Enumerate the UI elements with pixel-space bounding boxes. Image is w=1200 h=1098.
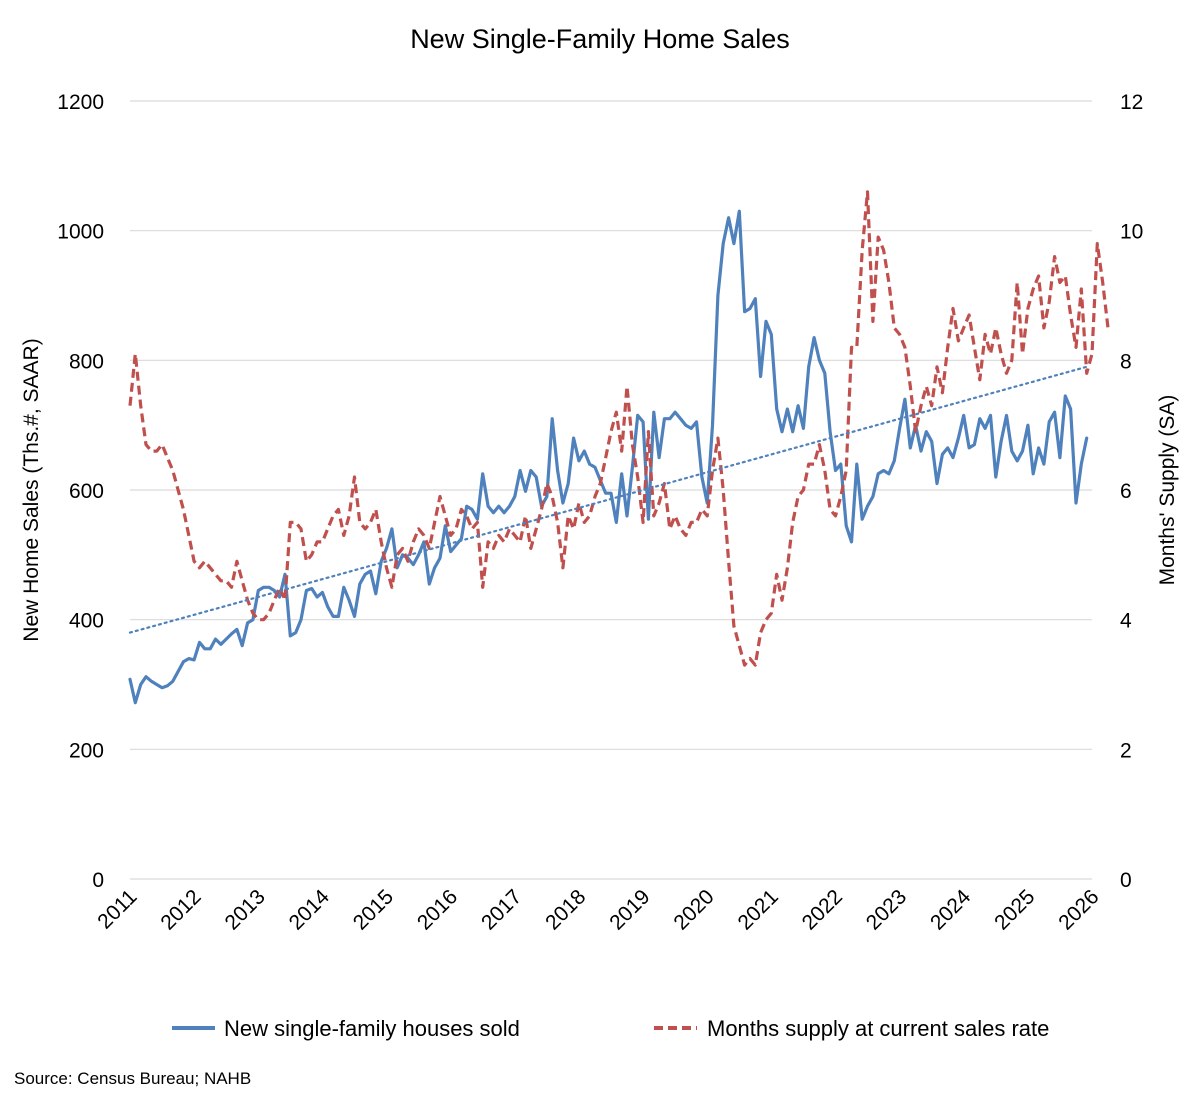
right-tick-label: 8 xyxy=(1120,350,1132,373)
right-tick-label: 2 xyxy=(1120,739,1132,762)
left-tick-label: 200 xyxy=(69,739,104,762)
left-axis-title: New Home Sales (Ths.#, SAAR) xyxy=(20,338,43,641)
left-tick-label: 400 xyxy=(69,610,104,633)
left-tick-label: 800 xyxy=(69,350,104,373)
right-tick-label: 10 xyxy=(1120,221,1143,244)
series-line-supply xyxy=(128,190,1110,667)
legend-label-supply: Months supply at current sales rate xyxy=(707,1016,1049,1041)
left-tick-label: 1200 xyxy=(57,91,104,114)
right-axis-ticks: 0 2 4 6 8 10 12 xyxy=(1120,91,1143,892)
left-axis-ticks: 0 200 400 600 800 1000 1200 xyxy=(57,91,104,892)
plot-area xyxy=(128,190,1110,705)
legend: New single-family houses sold Months sup… xyxy=(172,1016,1049,1041)
left-tick-label: 600 xyxy=(69,480,104,503)
left-tick-label: 0 xyxy=(92,869,104,892)
left-tick-label: 1000 xyxy=(57,221,104,244)
right-tick-label: 6 xyxy=(1120,480,1132,503)
source-note: Source: Census Bureau; NAHB xyxy=(14,1069,251,1088)
right-tick-label: 4 xyxy=(1120,610,1132,633)
legend-label-sales: New single-family houses sold xyxy=(224,1016,520,1041)
chart-title: New Single-Family Home Sales xyxy=(410,24,790,54)
trend-line xyxy=(128,365,1088,634)
series-line-sales xyxy=(128,209,1089,705)
right-tick-label: 12 xyxy=(1120,91,1143,114)
right-tick-label: 0 xyxy=(1120,869,1132,892)
right-axis-title: Months' Supply (SA) xyxy=(1156,395,1179,586)
